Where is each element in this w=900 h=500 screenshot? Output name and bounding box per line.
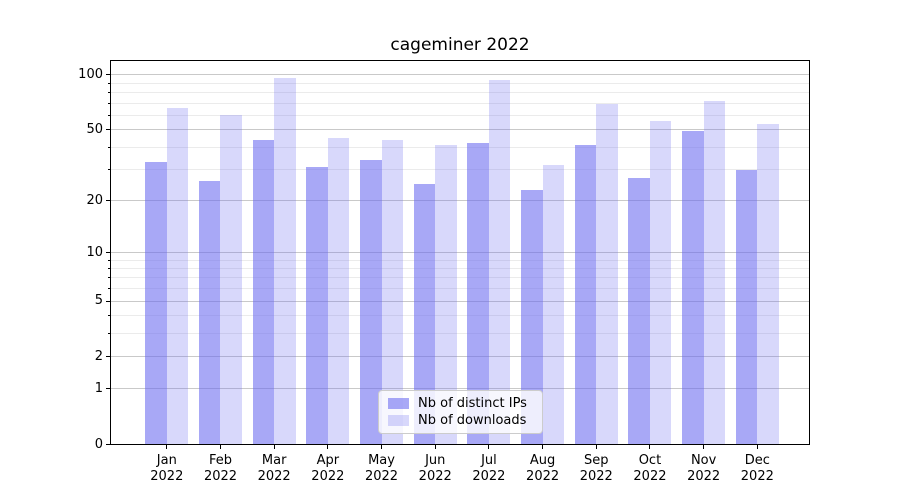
x-tick-label-aug: Aug 2022 [526, 453, 560, 484]
x-tick-feb [219, 445, 221, 449]
x-tick-label-jun: Jun 2022 [418, 453, 452, 484]
legend-label-downloads: Nb of downloads [418, 413, 527, 428]
y-tick-label-2: 2 [94, 348, 103, 364]
x-tick-aug [542, 445, 544, 449]
x-tick-nov [703, 445, 705, 449]
x-tick-label-jan: Jan 2022 [150, 453, 184, 484]
x-tick-oct [649, 445, 651, 449]
x-tick-mar [273, 445, 275, 449]
legend-item-downloads: Nb of downloads [388, 413, 534, 428]
x-tick-jun [434, 445, 436, 449]
y-tick-label-10: 10 [86, 244, 103, 260]
x-tick-label-apr: Apr 2022 [311, 453, 345, 484]
legend: Nb of distinct IPs Nb of downloads [378, 390, 543, 434]
x-tick-label-mar: Mar 2022 [257, 453, 291, 484]
x-tick-apr [327, 445, 329, 449]
x-tick-label-nov: Nov 2022 [687, 453, 721, 484]
y-tick-label-5: 5 [94, 293, 103, 309]
x-tick-jul [488, 445, 490, 449]
x-tick-jan [166, 445, 168, 449]
y-tick-label-0: 0 [94, 436, 103, 452]
y-tick-label-1: 1 [94, 380, 103, 396]
legend-swatch-downloads [388, 415, 409, 426]
x-tick-label-oct: Oct 2022 [633, 453, 667, 484]
plot-area-border [109, 60, 810, 445]
x-tick-label-dec: Dec 2022 [740, 453, 774, 484]
y-tick-label-100: 100 [78, 66, 103, 82]
legend-label-distinct-ips: Nb of distinct IPs [418, 396, 527, 411]
legend-swatch-distinct-ips [388, 398, 409, 409]
y-tick-label-50: 50 [86, 121, 103, 137]
x-tick-sep [595, 445, 597, 449]
x-tick-label-sep: Sep 2022 [579, 453, 613, 484]
x-tick-dec [756, 445, 758, 449]
x-tick-label-feb: Feb 2022 [203, 453, 238, 484]
x-tick-label-may: May 2022 [364, 453, 399, 484]
legend-item-distinct-ips: Nb of distinct IPs [388, 396, 534, 411]
x-tick-may [381, 445, 383, 449]
y-tick-label-20: 20 [86, 192, 103, 208]
x-tick-label-jul: Jul 2022 [472, 453, 506, 484]
chart-title: cageminer 2022 [390, 35, 530, 55]
